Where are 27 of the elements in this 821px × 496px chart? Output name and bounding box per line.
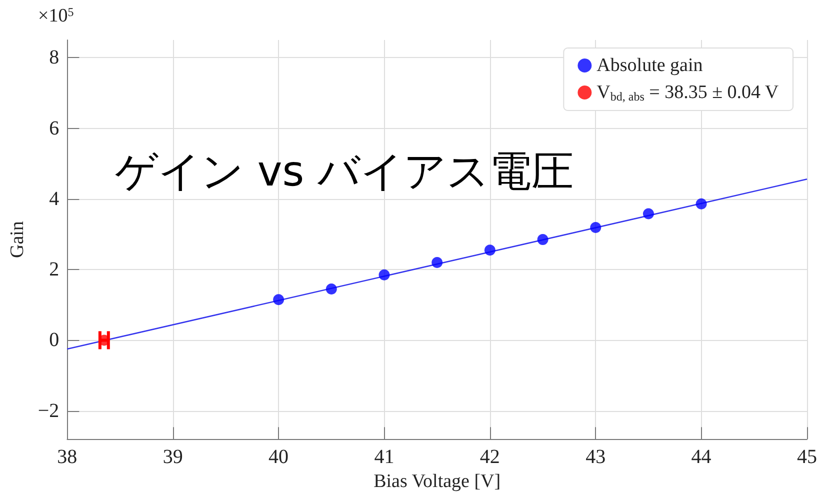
x-axis-title: Bias Voltage [V] (374, 471, 501, 492)
point (273, 294, 284, 306)
x-tick-label: 42 (480, 446, 500, 468)
y-axis-title: Gain (7, 220, 28, 258)
point (484, 244, 496, 256)
x-tick-label: 40 (268, 446, 289, 468)
text: ゲイン vs バイアス電圧 (115, 146, 574, 196)
x-tick-label: 39 (162, 446, 183, 468)
point (326, 284, 337, 294)
y-tick-label: 4 (49, 188, 60, 210)
y-tick-label: 6 (49, 117, 60, 140)
y-tick-label: 8 (49, 46, 60, 69)
legend-label: Absolute gain (596, 55, 704, 76)
point (432, 257, 443, 268)
x-tick-label: 45 (797, 446, 817, 468)
x-tick-label: 41 (374, 446, 394, 468)
point (537, 234, 548, 246)
point (642, 208, 654, 220)
y-tick-label: 2 (49, 258, 60, 281)
y-tick-label: 0 (49, 329, 60, 352)
x-tick-label: 43 (586, 446, 606, 468)
point (696, 198, 707, 210)
x-tick-label: 38 (57, 446, 78, 468)
point (378, 269, 390, 280)
x-tick-label: 44 (691, 446, 712, 468)
point (590, 222, 602, 234)
y-tick-label: −2 (38, 400, 60, 422)
